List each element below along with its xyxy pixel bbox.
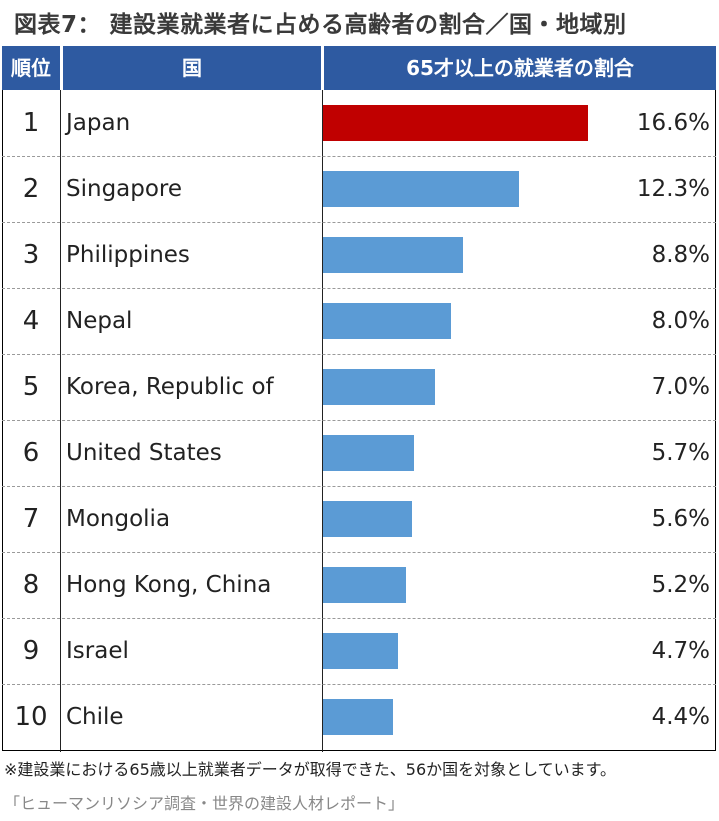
bar-chile	[323, 699, 393, 735]
footnote: ※建設業における65歳以上就業者データが取得できた、56か国を対象としています。	[4, 760, 617, 779]
rank-label: 9	[22, 636, 40, 666]
row-divider	[2, 552, 716, 553]
country-label: Singapore	[66, 176, 183, 202]
header-rank: 順位	[2, 46, 60, 90]
header-country: 国	[63, 46, 321, 90]
value-label: 5.2%	[651, 572, 710, 598]
row-divider	[2, 354, 716, 355]
rank-label: 4	[22, 306, 40, 336]
row-divider	[2, 486, 716, 487]
value-label: 16.6%	[636, 110, 710, 136]
table-row: 4 Nepal 8.0%	[2, 288, 716, 354]
bar-philippines	[323, 237, 463, 273]
chart-title: 図表7： 建設業就業者に占める高齢者の割合／国・地域別	[14, 12, 627, 38]
rank-label: 5	[22, 372, 40, 402]
bar-nepal	[323, 303, 451, 339]
country-label: Israel	[66, 638, 129, 664]
row-divider	[2, 618, 716, 619]
country-label: Mongolia	[66, 506, 171, 532]
value-label: 4.4%	[651, 704, 710, 730]
country-label: Nepal	[66, 308, 133, 334]
value-label: 7.0%	[651, 374, 710, 400]
rank-label: 3	[22, 240, 40, 270]
bar-mongolia	[323, 501, 412, 537]
bar-israel	[323, 633, 398, 669]
table-row: 5 Korea, Republic of 7.0%	[2, 354, 716, 420]
value-label: 8.8%	[651, 242, 710, 268]
rank-label: 8	[22, 570, 40, 600]
value-label: 5.6%	[651, 506, 710, 532]
country-label: Philippines	[66, 242, 190, 268]
country-label: Hong Kong, China	[66, 572, 272, 598]
country-label: Korea, Republic of	[66, 374, 274, 400]
table-row: 6 United States 5.7%	[2, 420, 716, 486]
rank-label: 10	[14, 702, 48, 732]
bar-hong-kong-china	[323, 567, 406, 603]
table-row: 7 Mongolia 5.6%	[2, 486, 716, 552]
table-row: 3 Philippines 8.8%	[2, 222, 716, 288]
table-row: 1 Japan 16.6%	[2, 90, 716, 156]
value-label: 4.7%	[651, 638, 710, 664]
row-divider	[2, 222, 716, 223]
header-share: 65才以上の就業者の割合	[324, 46, 716, 90]
country-label: Japan	[66, 110, 131, 136]
row-divider	[2, 684, 716, 685]
source-credit: 「ヒューマンリソシア調査・世界の建設人材レポート」	[4, 794, 405, 813]
row-divider	[2, 420, 716, 421]
bar-korea-republic-of	[323, 369, 435, 405]
table-row: 2 Singapore 12.3%	[2, 156, 716, 222]
table-row: 8 Hong Kong, China 5.2%	[2, 552, 716, 618]
rank-label: 6	[22, 438, 40, 468]
value-label: 5.7%	[651, 440, 710, 466]
rank-label: 7	[22, 504, 40, 534]
rank-label: 2	[22, 174, 40, 204]
row-divider	[2, 288, 716, 289]
table-row: 10 Chile 4.4%	[2, 684, 716, 750]
column-divider-country	[322, 90, 323, 752]
bar-united-states	[323, 435, 414, 471]
table-row: 9 Israel 4.7%	[2, 618, 716, 684]
column-divider-rank	[60, 90, 61, 752]
country-label: United States	[66, 440, 222, 466]
value-label: 12.3%	[636, 176, 710, 202]
bar-japan	[323, 105, 588, 141]
row-divider	[2, 156, 716, 157]
ranking-table: 順位 国 65才以上の就業者の割合 1 Japan 16.6% 2 Singapore 1…	[2, 46, 716, 752]
value-label: 8.0%	[651, 308, 710, 334]
country-label: Chile	[66, 704, 124, 730]
bar-singapore	[323, 171, 519, 207]
rank-label: 1	[22, 108, 40, 138]
